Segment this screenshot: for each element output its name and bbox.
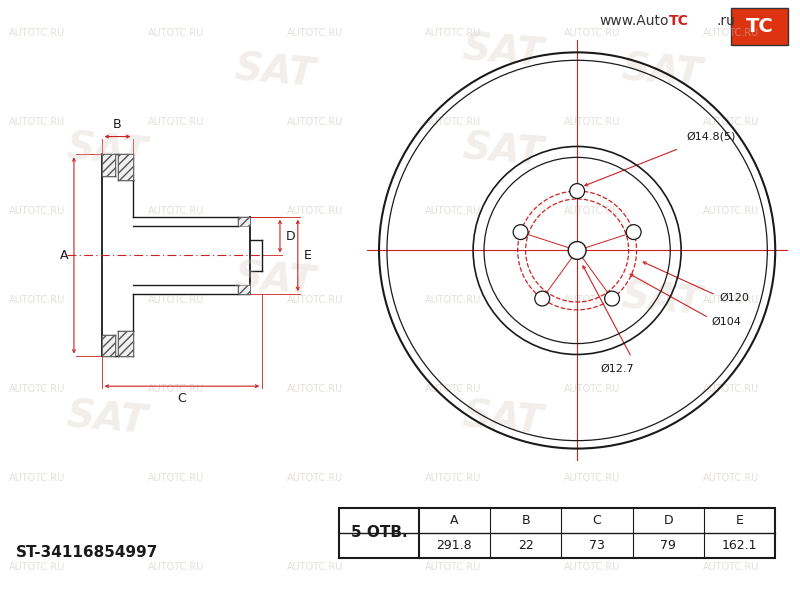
Text: 79: 79 [660, 539, 676, 551]
Text: AUTOTC.RU: AUTOTC.RU [564, 473, 620, 483]
Circle shape [568, 242, 586, 259]
Text: .ru: .ru [717, 14, 736, 28]
Text: AUTOTC.RU: AUTOTC.RU [425, 384, 482, 394]
Bar [339, 508, 775, 557]
Text: AUTOTC.RU: AUTOTC.RU [286, 28, 342, 38]
Text: SAT: SAT [65, 129, 149, 174]
Text: AUTOTC.RU: AUTOTC.RU [702, 562, 758, 572]
Text: AUTOTC.RU: AUTOTC.RU [425, 295, 482, 305]
Text: 73: 73 [589, 539, 605, 551]
Text: AUTOTC.RU: AUTOTC.RU [564, 562, 620, 572]
Text: C: C [593, 514, 602, 527]
Text: AUTOTC.RU: AUTOTC.RU [286, 206, 342, 216]
Circle shape [570, 184, 585, 199]
Text: AUTOTC.RU: AUTOTC.RU [286, 295, 342, 305]
Text: 291.8: 291.8 [437, 539, 472, 551]
Text: AUTOTC.RU: AUTOTC.RU [702, 28, 758, 38]
Text: AUTOTC.RU: AUTOTC.RU [9, 28, 66, 38]
Text: AUTOTC.RU: AUTOTC.RU [9, 562, 66, 572]
Text: B: B [114, 118, 122, 131]
Text: D: D [663, 514, 673, 527]
Text: B: B [522, 514, 530, 527]
Text: AUTOTC.RU: AUTOTC.RU [286, 117, 342, 127]
Text: 5 ОТВ.: 5 ОТВ. [350, 525, 407, 540]
Text: AUTOTC.RU: AUTOTC.RU [9, 206, 66, 216]
Text: AUTOTC.RU: AUTOTC.RU [148, 206, 204, 216]
Bar [118, 331, 134, 356]
Text: AUTOTC.RU: AUTOTC.RU [702, 206, 758, 216]
Text: E: E [304, 249, 312, 262]
Text: TC: TC [746, 17, 774, 36]
Text: AUTOTC.RU: AUTOTC.RU [425, 117, 482, 127]
Text: SAT: SAT [461, 129, 545, 174]
Text: AUTOTC.RU: AUTOTC.RU [9, 473, 66, 483]
Text: TC: TC [670, 14, 689, 28]
Bar [238, 217, 250, 226]
Text: Ø14.8(5): Ø14.8(5) [686, 131, 735, 142]
Text: Ø12.7: Ø12.7 [600, 364, 634, 373]
Text: 22: 22 [518, 539, 534, 551]
Text: AUTOTC.RU: AUTOTC.RU [286, 562, 342, 572]
Circle shape [605, 291, 619, 306]
Bar [102, 335, 114, 356]
Text: AUTOTC.RU: AUTOTC.RU [425, 206, 482, 216]
Text: C: C [178, 392, 186, 405]
Text: AUTOTC.RU: AUTOTC.RU [148, 562, 204, 572]
Text: www.Auto: www.Auto [600, 14, 670, 28]
Text: SAT: SAT [65, 397, 149, 442]
Text: D: D [286, 230, 295, 242]
Text: ST-34116854997: ST-34116854997 [16, 545, 158, 560]
Text: Ø104: Ø104 [712, 317, 742, 327]
Bar [238, 285, 250, 294]
Text: AUTOTC.RU: AUTOTC.RU [564, 28, 620, 38]
Text: AUTOTC.RU: AUTOTC.RU [425, 473, 482, 483]
Text: A: A [450, 514, 458, 527]
Text: AUTOTC.RU: AUTOTC.RU [286, 384, 342, 394]
Text: SAT: SAT [619, 278, 703, 322]
Text: AUTOTC.RU: AUTOTC.RU [425, 562, 482, 572]
Text: AUTOTC.RU: AUTOTC.RU [702, 295, 758, 305]
Text: A: A [59, 249, 68, 262]
Text: AUTOTC.RU: AUTOTC.RU [148, 295, 204, 305]
Text: AUTOTC.RU: AUTOTC.RU [702, 384, 758, 394]
Text: AUTOTC.RU: AUTOTC.RU [148, 473, 204, 483]
Text: AUTOTC.RU: AUTOTC.RU [148, 117, 204, 127]
Circle shape [626, 224, 641, 239]
Text: E: E [736, 514, 743, 527]
Text: SAT: SAT [233, 50, 317, 95]
Text: SAT: SAT [461, 30, 545, 75]
Text: AUTOTC.RU: AUTOTC.RU [564, 117, 620, 127]
Text: AUTOTC.RU: AUTOTC.RU [9, 117, 66, 127]
Text: SAT: SAT [619, 50, 703, 95]
Bar [118, 154, 134, 180]
Text: SAT: SAT [461, 397, 545, 442]
Text: 162.1: 162.1 [722, 539, 758, 551]
Text: AUTOTC.RU: AUTOTC.RU [564, 295, 620, 305]
Text: SAT: SAT [233, 258, 317, 302]
Text: AUTOTC.RU: AUTOTC.RU [148, 384, 204, 394]
Text: AUTOTC.RU: AUTOTC.RU [148, 28, 204, 38]
Bar [102, 154, 114, 176]
Text: AUTOTC.RU: AUTOTC.RU [564, 384, 620, 394]
Circle shape [513, 224, 528, 239]
Text: AUTOTC.RU: AUTOTC.RU [9, 384, 66, 394]
Text: AUTOTC.RU: AUTOTC.RU [425, 28, 482, 38]
Bar [730, 8, 788, 46]
Text: AUTOTC.RU: AUTOTC.RU [9, 295, 66, 305]
Text: AUTOTC.RU: AUTOTC.RU [564, 206, 620, 216]
Text: AUTOTC.RU: AUTOTC.RU [702, 473, 758, 483]
Text: Ø120: Ø120 [720, 293, 750, 303]
Text: AUTOTC.RU: AUTOTC.RU [286, 473, 342, 483]
Text: AUTOTC.RU: AUTOTC.RU [702, 117, 758, 127]
Circle shape [534, 291, 550, 306]
